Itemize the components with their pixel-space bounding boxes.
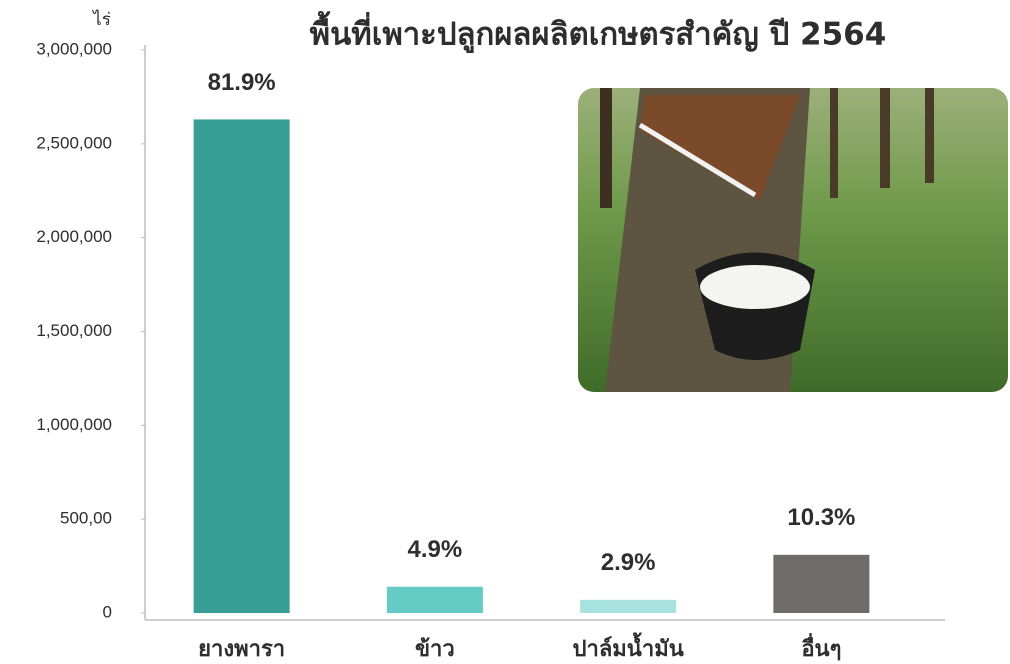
bar	[773, 554, 870, 613]
x-tick-label: อื่นๆ	[801, 632, 841, 662]
latex-line	[638, 122, 757, 198]
tapping-cut	[640, 95, 800, 200]
tree	[925, 88, 934, 183]
bar	[580, 599, 677, 613]
y-tick-label: 1,500,000	[36, 321, 112, 340]
y-tick-label: 1,000,000	[36, 415, 112, 434]
data-label: 4.9%	[408, 536, 463, 563]
y-tick-label: 500,00	[60, 509, 112, 528]
y-unit: ไร่	[91, 9, 111, 30]
tree	[830, 88, 838, 198]
tree	[600, 88, 612, 208]
data-label: 81.9%	[208, 69, 276, 96]
chart-title: พื้นที่เพาะปลูกผลผลิตเกษตรสำคัญ ปี 2564	[310, 11, 887, 54]
x-tick-label: ยางพารา	[198, 637, 285, 662]
x-tick-label: ปาล์มน้ำมัน	[573, 632, 684, 662]
bar	[386, 586, 483, 613]
y-tick-label: 2,000,000	[36, 227, 112, 246]
data-label: 2.9%	[601, 549, 656, 576]
x-tick-label: ข้าว	[415, 637, 455, 662]
y-tick-label: 2,500,000	[36, 133, 112, 152]
bar	[193, 119, 290, 613]
y-tick-label: 0	[103, 602, 112, 621]
y-tick-label: 3,000,000	[36, 39, 112, 58]
tree	[880, 88, 890, 188]
latex	[700, 265, 810, 309]
photo	[578, 88, 1008, 392]
data-label: 10.3%	[787, 504, 855, 531]
